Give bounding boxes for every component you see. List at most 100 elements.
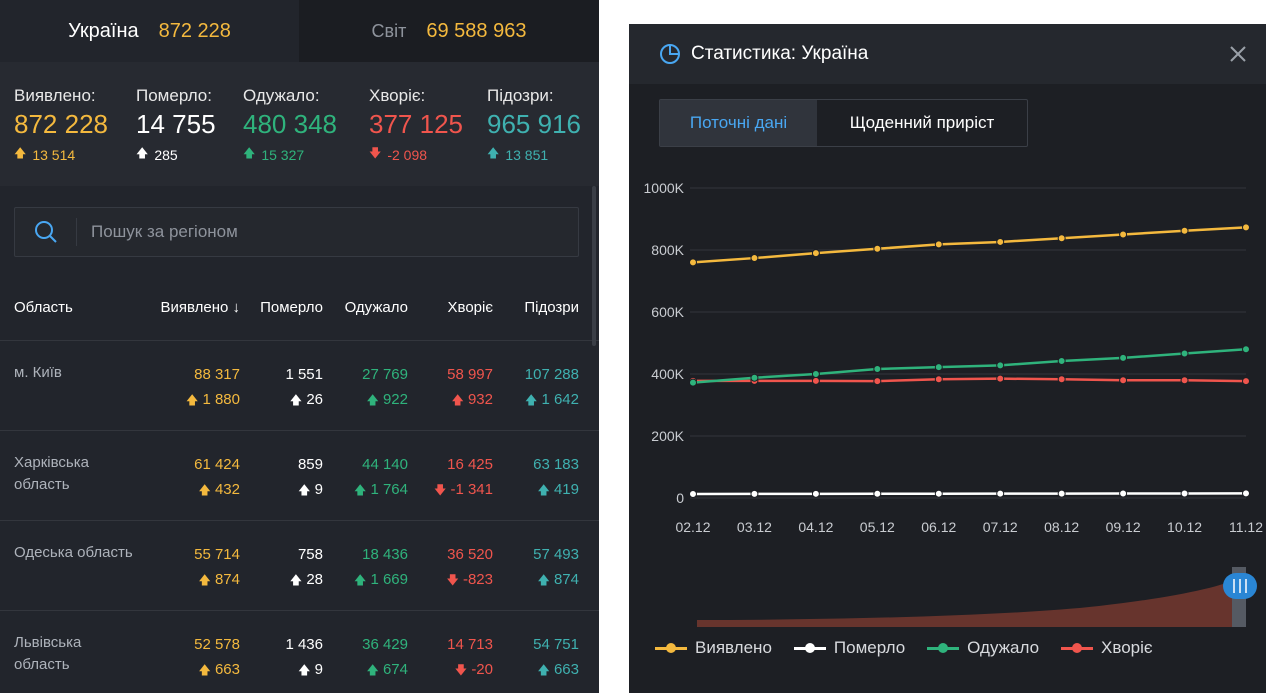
- cell-sick: 58 997 🡅 932: [408, 362, 493, 430]
- cell-value: 27 769: [362, 366, 408, 383]
- tab-ukraine[interactable]: Україна 872 228: [0, 0, 299, 62]
- y-tick-label: 400K: [651, 366, 684, 382]
- arrow-up-icon: 🡅: [14, 146, 27, 160]
- regions-panel: Україна 872 228 Світ 69 588 963 Виявлено…: [0, 0, 599, 693]
- table-row[interactable]: Одеська область 55 714 🡅 874 758 🡅 28 18 436 🡅…: [0, 521, 599, 611]
- stat-label: Виявлено:: [14, 86, 96, 105]
- search-input[interactable]: [91, 222, 541, 242]
- close-icon[interactable]: [1228, 44, 1248, 64]
- cell-suspected: 107 288 🡅 1 642: [493, 362, 579, 430]
- header-region[interactable]: Область: [14, 299, 73, 316]
- cell-delta-value: 1 880: [202, 391, 240, 408]
- arrow-up-icon: 🡅: [198, 663, 211, 677]
- cell-recovered: 36 429 🡅 674: [323, 632, 408, 693]
- chart-legend: Виявлено Померло Одужало Хворіє: [655, 638, 1153, 658]
- data-point: [996, 237, 1005, 246]
- legend-swatch: [793, 642, 826, 653]
- tab-world[interactable]: Світ 69 588 963: [299, 0, 599, 62]
- header-detected[interactable]: Виявлено ↓: [134, 299, 240, 316]
- x-tick-label: 06.12: [921, 519, 956, 535]
- stat-label: Підозри:: [487, 86, 554, 105]
- cell-value: 52 578: [194, 636, 240, 653]
- series-line: [692, 492, 1247, 496]
- data-point: [1057, 234, 1066, 243]
- data-point: [934, 240, 943, 249]
- cell-delta: 🡅 674: [323, 657, 408, 683]
- dialog-header: Статистика: Україна: [629, 24, 1266, 84]
- legend-item[interactable]: Хворіє: [1061, 638, 1153, 658]
- cell-delta: 🡇 -823: [408, 567, 493, 593]
- data-point: [996, 489, 1005, 498]
- cell-delta: 🡅 932: [408, 387, 493, 413]
- table-row[interactable]: Львівська область 52 578 🡅 663 1 436 🡅 9 36 4…: [0, 611, 599, 693]
- stat-delta-value: 285: [154, 146, 178, 163]
- cell-detected: 88 317 🡅 1 880: [134, 362, 240, 430]
- arrow-up-icon: 🡅: [353, 483, 367, 497]
- zoom-slider-area: [697, 577, 1242, 627]
- stat-delta-value: -2 098: [387, 146, 428, 163]
- cell-sick: 14 713 🡇 -20: [408, 632, 493, 693]
- arrow-up-icon: 🡅: [487, 146, 500, 160]
- stat-suspected: Підозри: 965 916 🡅 13 851: [487, 86, 592, 186]
- header-died[interactable]: Померло: [260, 299, 323, 316]
- series-line: [692, 226, 1247, 264]
- stat-delta-value: 13 851: [505, 146, 549, 163]
- data-point: [996, 374, 1005, 383]
- arrow-up-icon: 🡅: [524, 393, 538, 407]
- region-name: Одеська область: [14, 544, 133, 561]
- arrow-up-icon: 🡅: [198, 573, 211, 587]
- legend-label: Померло: [833, 638, 906, 657]
- cell-delta: 🡅 9: [240, 477, 323, 503]
- stat-sick: Хворіє: 377 125 🡇 -2 098: [369, 86, 487, 186]
- stat-value: 872 228: [14, 109, 108, 139]
- cell-delta-value: -823: [462, 571, 493, 588]
- data-point: [1057, 489, 1066, 498]
- cell-delta: 🡅 1 880: [134, 387, 240, 413]
- cell-delta-value: 874: [214, 571, 240, 588]
- cell-delta: 🡅 1 642: [493, 387, 579, 413]
- stat-delta: 🡅 15 327: [243, 144, 369, 165]
- search-icon[interactable]: [15, 218, 77, 246]
- stat-delta: 🡅 13 851: [487, 144, 592, 165]
- cell-sick: 16 425 🡇 -1 341: [408, 452, 493, 520]
- scrollbar[interactable]: [592, 186, 596, 346]
- pie-chart-icon: [660, 44, 680, 64]
- arrow-up-icon: 🡅: [353, 573, 367, 587]
- header-recovered[interactable]: Одужало: [344, 299, 408, 316]
- arrow-up-icon: 🡅: [537, 483, 550, 497]
- data-point: [934, 375, 943, 384]
- cell-delta: 🡇 -20: [408, 657, 493, 683]
- data-point: [1057, 375, 1066, 384]
- legend-item[interactable]: Виявлено: [655, 638, 772, 658]
- cell-value: 36 520: [447, 546, 493, 563]
- stat-label: Хворіє:: [369, 86, 426, 105]
- stat-value: 480 348: [243, 109, 337, 139]
- table-row[interactable]: м. Київ 88 317 🡅 1 880 1 551 🡅 26 27 769 🡅 922…: [0, 341, 599, 431]
- cell-delta: 🡇 -1 341: [408, 477, 493, 503]
- cell-delta: 🡅 28: [240, 567, 323, 593]
- series-line: [692, 347, 1247, 384]
- x-tick-label: 07.12: [983, 519, 1018, 535]
- stat-delta: 🡇 -2 098: [369, 144, 487, 165]
- arrow-up-icon: 🡅: [537, 573, 550, 587]
- legend-item[interactable]: Одужало: [927, 638, 1039, 658]
- cell-value: 44 140: [362, 456, 408, 473]
- arrow-up-icon: 🡅: [298, 663, 311, 677]
- arrow-up-icon: 🡅: [136, 146, 149, 160]
- data-point: [1242, 489, 1250, 498]
- cell-died: 1 436 🡅 9: [240, 632, 323, 693]
- cell-delta: 🡅 1 669: [323, 567, 408, 593]
- header-sick[interactable]: Хворіє: [447, 299, 493, 316]
- table-row[interactable]: Харківська область 61 424 🡅 432 859 🡅 9 44 14…: [0, 431, 599, 521]
- header-suspected[interactable]: Підозри: [524, 299, 579, 316]
- table-header: Область Виявлено ↓ Померло Одужало Хворі…: [0, 275, 599, 341]
- y-tick-label: 800K: [651, 242, 684, 258]
- tab-daily-growth[interactable]: Щоденний приріст: [849, 113, 995, 132]
- tab-current-data[interactable]: Поточні дані: [660, 100, 817, 146]
- cell-value: 88 317: [194, 366, 240, 383]
- cell-value: 758: [297, 546, 323, 563]
- scope-tabs: Україна 872 228 Світ 69 588 963: [0, 0, 599, 62]
- stat-detected: Виявлено: 872 228 🡅 13 514: [14, 86, 136, 186]
- cell-detected: 52 578 🡅 663: [134, 632, 240, 693]
- legend-item[interactable]: Померло: [793, 638, 906, 658]
